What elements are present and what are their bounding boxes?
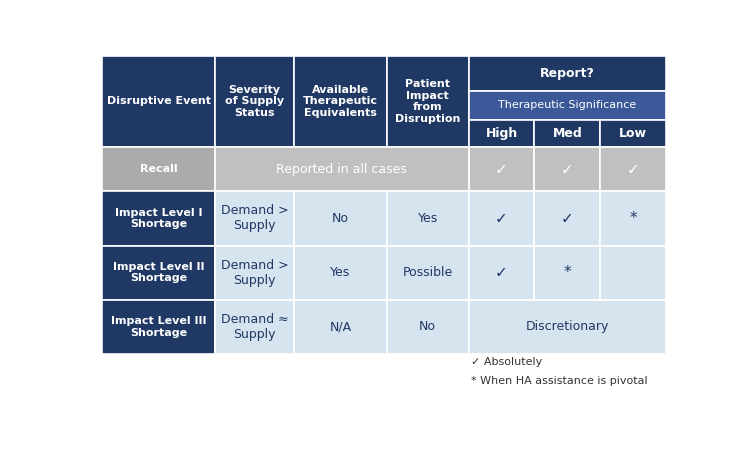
Bar: [387, 56, 469, 147]
Text: Severity
of Supply
Status: Severity of Supply Status: [225, 85, 284, 118]
Text: Impact Level I
Shortage: Impact Level I Shortage: [115, 207, 202, 229]
Bar: [103, 300, 215, 354]
Bar: [601, 246, 666, 300]
Bar: [215, 56, 294, 147]
Text: * When HA assistance is pivotal: * When HA assistance is pivotal: [472, 376, 648, 386]
Bar: [387, 246, 469, 300]
Text: Impact Level II
Shortage: Impact Level II Shortage: [113, 262, 205, 284]
Text: Med: Med: [553, 127, 582, 140]
Bar: [469, 91, 666, 120]
Text: ✓ Absolutely: ✓ Absolutely: [472, 357, 543, 367]
Bar: [215, 246, 294, 300]
Text: ✓: ✓: [495, 211, 508, 226]
Bar: [601, 191, 666, 246]
Bar: [103, 56, 215, 147]
Bar: [103, 246, 215, 300]
Text: High: High: [485, 127, 518, 140]
Text: Available
Therapeutic
Equivalents: Available Therapeutic Equivalents: [303, 85, 378, 118]
Text: No: No: [332, 212, 349, 225]
Text: *: *: [563, 265, 572, 280]
Text: ✓: ✓: [561, 162, 574, 177]
Text: ✓: ✓: [495, 265, 508, 280]
Bar: [294, 246, 387, 300]
Bar: [535, 191, 601, 246]
Text: ✓: ✓: [627, 162, 640, 177]
Text: No: No: [419, 320, 436, 333]
Text: Recall: Recall: [140, 164, 178, 174]
Bar: [469, 191, 535, 246]
Bar: [469, 246, 535, 300]
Bar: [601, 147, 666, 191]
Bar: [215, 300, 294, 354]
Bar: [103, 191, 215, 246]
Text: Reported in all cases: Reported in all cases: [277, 163, 407, 176]
Bar: [294, 300, 387, 354]
Text: Impact Level III
Shortage: Impact Level III Shortage: [111, 316, 206, 338]
Bar: [215, 191, 294, 246]
Bar: [387, 191, 469, 246]
Text: Report?: Report?: [540, 67, 595, 80]
Text: N/A: N/A: [329, 320, 352, 333]
Text: Disruptive Event: Disruptive Event: [106, 96, 211, 107]
Text: ✓: ✓: [495, 162, 508, 177]
Bar: [215, 147, 469, 191]
Bar: [469, 120, 535, 147]
Bar: [294, 56, 387, 147]
Text: Therapeutic Significance: Therapeutic Significance: [498, 100, 637, 110]
Text: Demand >
Supply: Demand > Supply: [220, 259, 288, 287]
Bar: [535, 147, 601, 191]
Text: *: *: [629, 211, 638, 226]
Bar: [294, 191, 387, 246]
Text: Possible: Possible: [403, 266, 453, 279]
Text: Discretionary: Discretionary: [526, 320, 609, 333]
Text: ✓: ✓: [561, 211, 574, 226]
Text: Yes: Yes: [330, 266, 350, 279]
Bar: [469, 147, 535, 191]
Text: Low: Low: [620, 127, 647, 140]
Text: Patient
Impact
from
Disruption: Patient Impact from Disruption: [395, 79, 460, 124]
Bar: [469, 56, 666, 91]
Bar: [535, 120, 601, 147]
Bar: [469, 300, 666, 354]
Bar: [103, 147, 215, 191]
Bar: [387, 300, 469, 354]
Text: Demand >
Supply: Demand > Supply: [220, 204, 288, 233]
Bar: [601, 120, 666, 147]
Bar: [535, 246, 601, 300]
Text: Yes: Yes: [418, 212, 438, 225]
Text: Demand ≈
Supply: Demand ≈ Supply: [220, 313, 288, 341]
